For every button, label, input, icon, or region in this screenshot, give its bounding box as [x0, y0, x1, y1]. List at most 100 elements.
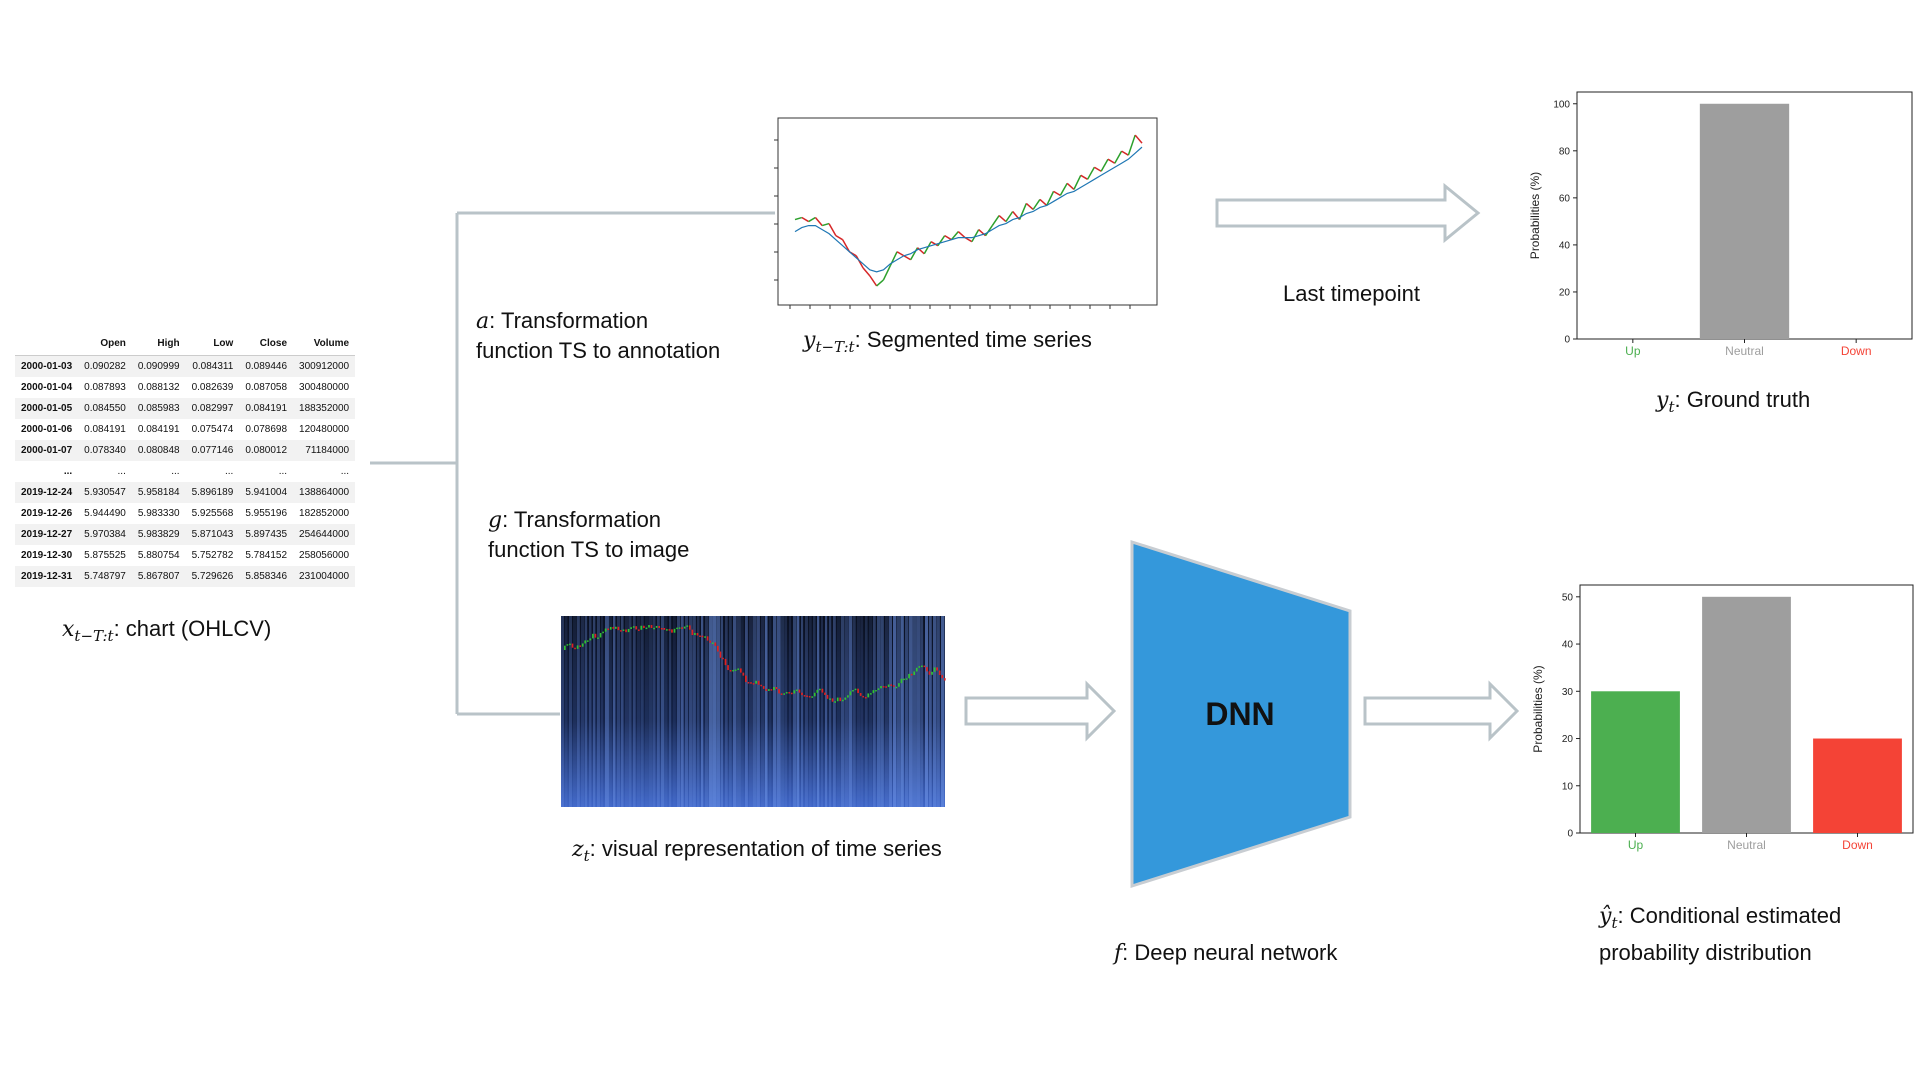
series-segment — [1080, 174, 1088, 180]
image-stripe — [893, 616, 897, 807]
image-stripe — [617, 616, 621, 807]
image-stripe — [833, 616, 836, 807]
table-cell: 188352000 — [299, 403, 350, 414]
image-candle — [903, 678, 905, 681]
image-candle — [905, 678, 908, 680]
image-candle — [933, 667, 936, 672]
series-segment — [991, 215, 1000, 227]
image-candle — [803, 695, 806, 697]
series-segment — [828, 223, 837, 237]
series-segment — [1073, 174, 1082, 190]
image-background — [561, 616, 945, 807]
x-caption-text: : chart (OHLCV) — [113, 616, 272, 641]
image-candle — [643, 625, 645, 628]
image-candle — [796, 689, 798, 692]
image-stripe — [581, 616, 585, 807]
series-segment — [882, 265, 891, 281]
image-stripe — [565, 616, 568, 807]
image-candle — [709, 640, 712, 643]
table-date-cell: 2000-01-04 — [21, 382, 73, 393]
table-cell: 5.897435 — [245, 529, 288, 540]
image-candle — [609, 626, 612, 630]
bar-down — [1813, 738, 1902, 833]
table-cell: 300912000 — [299, 361, 350, 372]
table-cell: 0.084191 — [245, 403, 288, 414]
image-stripe — [661, 616, 665, 807]
image-stripe — [569, 616, 573, 807]
table-header-cell: High — [157, 337, 180, 349]
image-stripes — [561, 616, 945, 807]
image-candle — [581, 643, 584, 647]
image-stripe — [641, 616, 644, 807]
estimated-distribution-chart: 0 10 20 30 40 50 Up Neutral Down Probabilities (%… — [1531, 584, 1914, 852]
image-stripe — [773, 616, 777, 807]
image-candle — [571, 643, 574, 648]
image-candle — [678, 627, 681, 629]
table-cell: 5.729626 — [191, 571, 234, 582]
table-cell: 5.752782 — [191, 550, 234, 561]
image-candle — [923, 665, 926, 668]
table-cell: 5.983829 — [137, 529, 180, 540]
image-candle — [859, 693, 862, 696]
table-date-cell: 2000-01-07 — [21, 445, 73, 456]
series-segment — [957, 231, 966, 239]
ohlcv-caption: xt−T:t: chart (OHLCV) — [62, 614, 271, 651]
x-tick-label: Up — [1625, 344, 1641, 358]
image-candle — [576, 645, 579, 649]
image-candle — [773, 686, 775, 691]
table-cell: 0.080012 — [245, 445, 288, 456]
arrow-to-estimate — [1363, 680, 1520, 742]
y-tick-label: 20 — [1559, 287, 1571, 298]
image-candle — [900, 678, 903, 684]
series-segment — [835, 235, 844, 241]
table-row: .................. — [15, 461, 355, 482]
yhat-caption-line1: : Conditional estimated — [1617, 903, 1842, 928]
series-segment — [937, 235, 946, 247]
table-row: 2019-12-30 5.875525 5.880754 5.752782 5.7841… — [15, 545, 355, 566]
image-candle — [622, 629, 625, 631]
image-candle — [908, 673, 910, 679]
image-candle — [663, 628, 666, 630]
image-candle — [589, 638, 592, 641]
table-header-cell: Open — [100, 337, 126, 349]
table-cell: 0.088132 — [137, 382, 180, 393]
image-candle — [691, 629, 694, 636]
series-segment — [971, 229, 980, 243]
table-cell: 0.078698 — [245, 424, 288, 435]
image-candle — [660, 628, 663, 630]
image-stripe — [797, 616, 800, 807]
image-candle — [898, 683, 900, 687]
image-stripe — [709, 616, 713, 807]
table-cell: 0.084311 — [192, 361, 234, 372]
connector-lines — [370, 211, 775, 716]
image-stripe — [621, 616, 624, 807]
image-candle — [780, 693, 783, 695]
x-tick-label: Down — [1841, 344, 1872, 358]
image-candle — [890, 684, 893, 686]
image-candle — [750, 682, 752, 684]
table-cell: 5.983330 — [137, 508, 180, 519]
a-caption: a: Transformation function TS to annotati… — [476, 306, 720, 365]
yhat-subscript: t — [1611, 914, 1618, 932]
image-stripe — [705, 616, 709, 807]
image-candle — [788, 692, 791, 694]
image-stripe — [589, 616, 592, 807]
image-stripe — [657, 616, 660, 807]
y-tick-label: 30 — [1562, 687, 1574, 698]
image-candle — [599, 632, 602, 638]
series-segment — [950, 231, 959, 241]
image-candle — [615, 626, 617, 629]
table-header-row: Open High Low Close Volume — [15, 334, 356, 356]
table-row: 2019-12-31 5.748797 5.867807 5.729626 5.8583… — [15, 566, 356, 587]
image-candle — [867, 693, 870, 698]
table-cell: 5.925568 — [191, 508, 234, 519]
image-stripe — [653, 616, 656, 807]
table-date-cell: 2019-12-27 — [21, 529, 73, 540]
table-cell: 0.082639 — [191, 382, 234, 393]
series-segment — [1100, 158, 1109, 172]
image-candle — [632, 626, 635, 628]
z-symbol: z — [572, 837, 584, 862]
image-stripe — [869, 616, 873, 807]
image-candle — [607, 628, 610, 631]
bar-neutral — [1699, 103, 1790, 339]
